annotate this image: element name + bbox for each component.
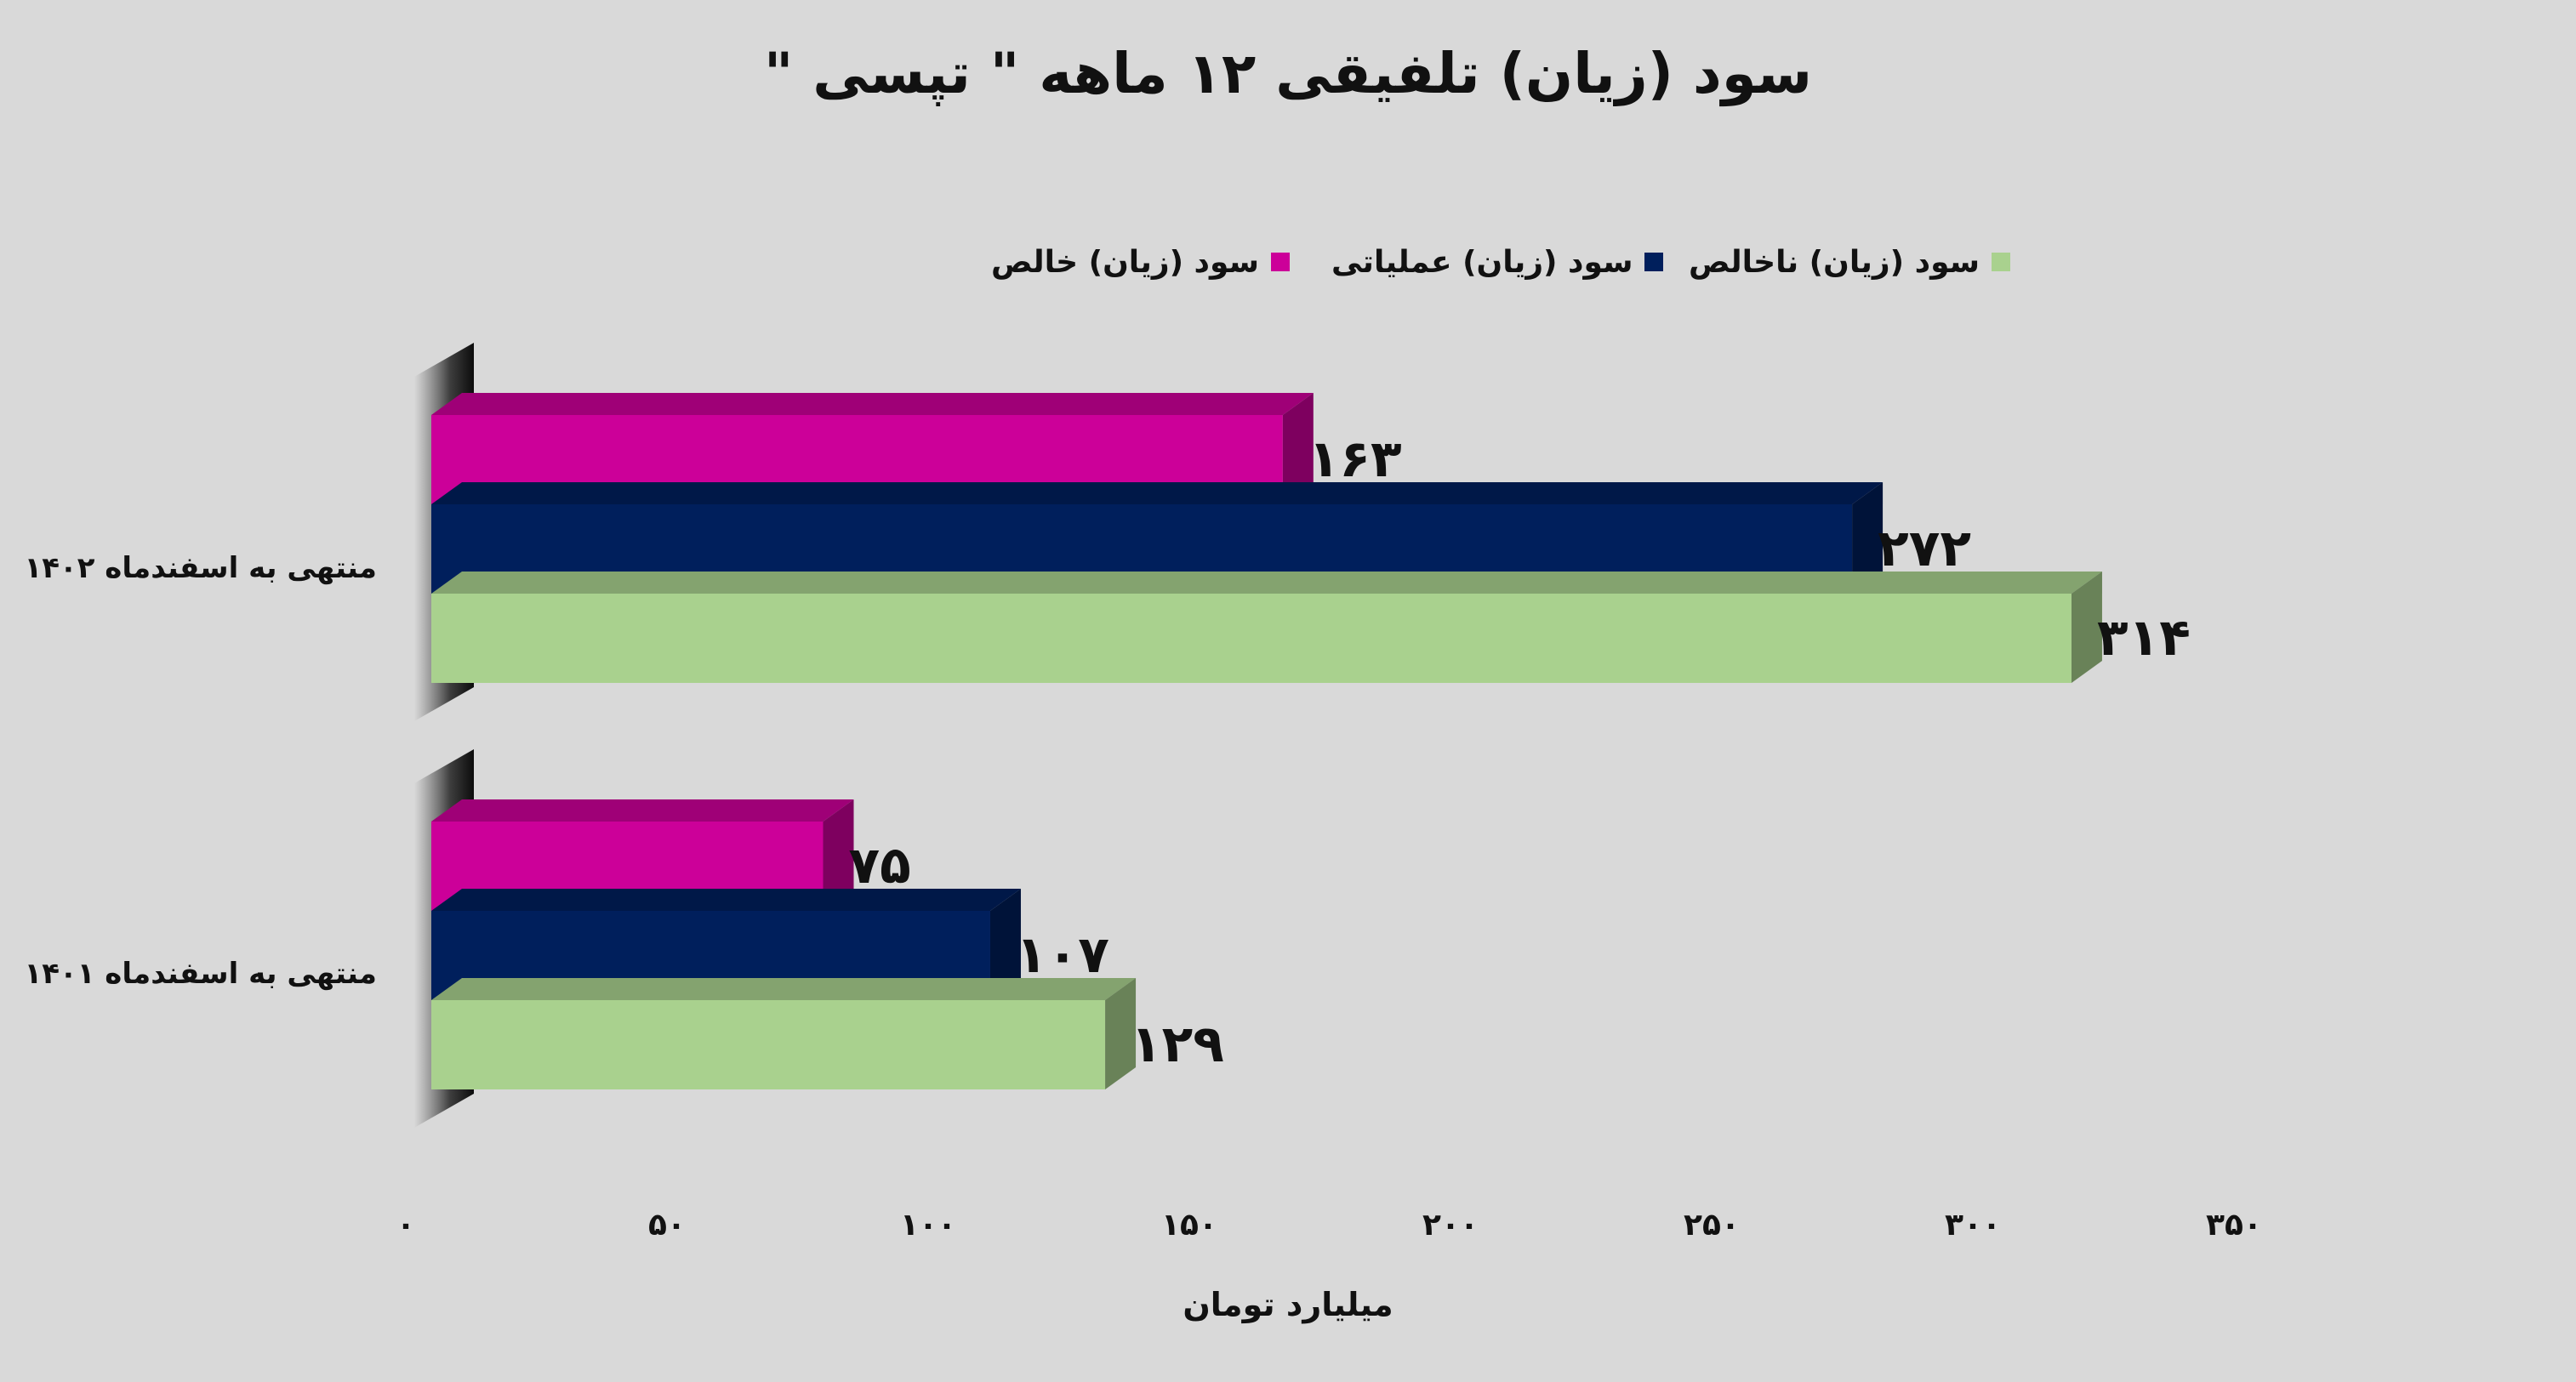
x-tick-label-4: ۲۰۰: [1422, 1208, 1479, 1243]
bar-side-0-0: [1282, 393, 1314, 504]
legend-label-net: سود (زیان) خالص: [991, 244, 1259, 280]
data-label-2-1: ۱۲۹: [1131, 1015, 1224, 1074]
bar-top-0-1: [431, 799, 854, 822]
x-tick-label-0: ۰: [396, 1208, 415, 1243]
legend-item-operating: سود (زیان) عملیاتی: [1331, 236, 1664, 287]
x-tick-label-5: ۲۵۰: [1684, 1208, 1740, 1243]
bar-side-2-1: [1105, 978, 1137, 1089]
legend-item-net: سود (زیان) خالص: [991, 236, 1290, 287]
bar-2-1: [431, 978, 1137, 1089]
legend-swatch-net: [1271, 253, 1290, 271]
legend-swatch-gross: [1992, 253, 2011, 271]
bar-side-1-1: [989, 889, 1021, 1000]
x-axis-label: میلیارد تومان: [1183, 1286, 1393, 1323]
x-tick-label-7: ۳۵۰: [2206, 1208, 2262, 1243]
bar-side-1-0: [1852, 482, 1884, 594]
legend: سود (زیان) ناخالص سود (زیان) عملیاتی سود…: [0, 236, 2576, 287]
bar-side-0-1: [823, 799, 854, 911]
legend-item-gross: سود (زیان) ناخالص: [1689, 236, 2011, 287]
data-label-0-1: ۷۵: [849, 836, 911, 896]
x-tick-label-2: ۱۰۰: [900, 1208, 956, 1243]
bar-top-0-0: [431, 393, 1314, 415]
bar-side-2-0: [2071, 572, 2102, 683]
legend-label-gross: سود (زیان) ناخالص: [1689, 244, 1980, 280]
x-tick-label-1: ۵۰: [648, 1208, 686, 1243]
bar-front-2-0: [431, 594, 2072, 683]
bar-front-2-1: [431, 1000, 1106, 1089]
bar-top-2-1: [431, 978, 1137, 1000]
legend-swatch-operating: [1644, 253, 1664, 271]
category-label-1402: منتهی به اسفندماه ۱۴۰۲: [24, 551, 377, 585]
bar-top-1-0: [431, 482, 1884, 504]
data-label-2-0: ۳۱۴: [2097, 608, 2191, 668]
bar-top-2-0: [431, 572, 2102, 594]
data-label-1-1: ۱۰۷: [1016, 925, 1109, 985]
chart-title: سود (زیان) تلفیقی ۱۲ ماهه " تپسی ": [763, 41, 1813, 106]
data-label-0-0: ۱۶۳: [1308, 429, 1402, 489]
category-label-1401: منتهی به اسفندماه ۱۴۰۱: [24, 957, 377, 991]
x-tick-label-6: ۳۰۰: [1945, 1208, 2001, 1243]
bar-2-0: [431, 572, 2102, 683]
legend-label-operating: سود (زیان) عملیاتی: [1331, 244, 1633, 280]
data-label-1-0: ۲۷۲: [1878, 519, 1971, 578]
x-tick-label-3: ۱۵۰: [1161, 1208, 1217, 1243]
bar-top-1-1: [431, 889, 1021, 911]
